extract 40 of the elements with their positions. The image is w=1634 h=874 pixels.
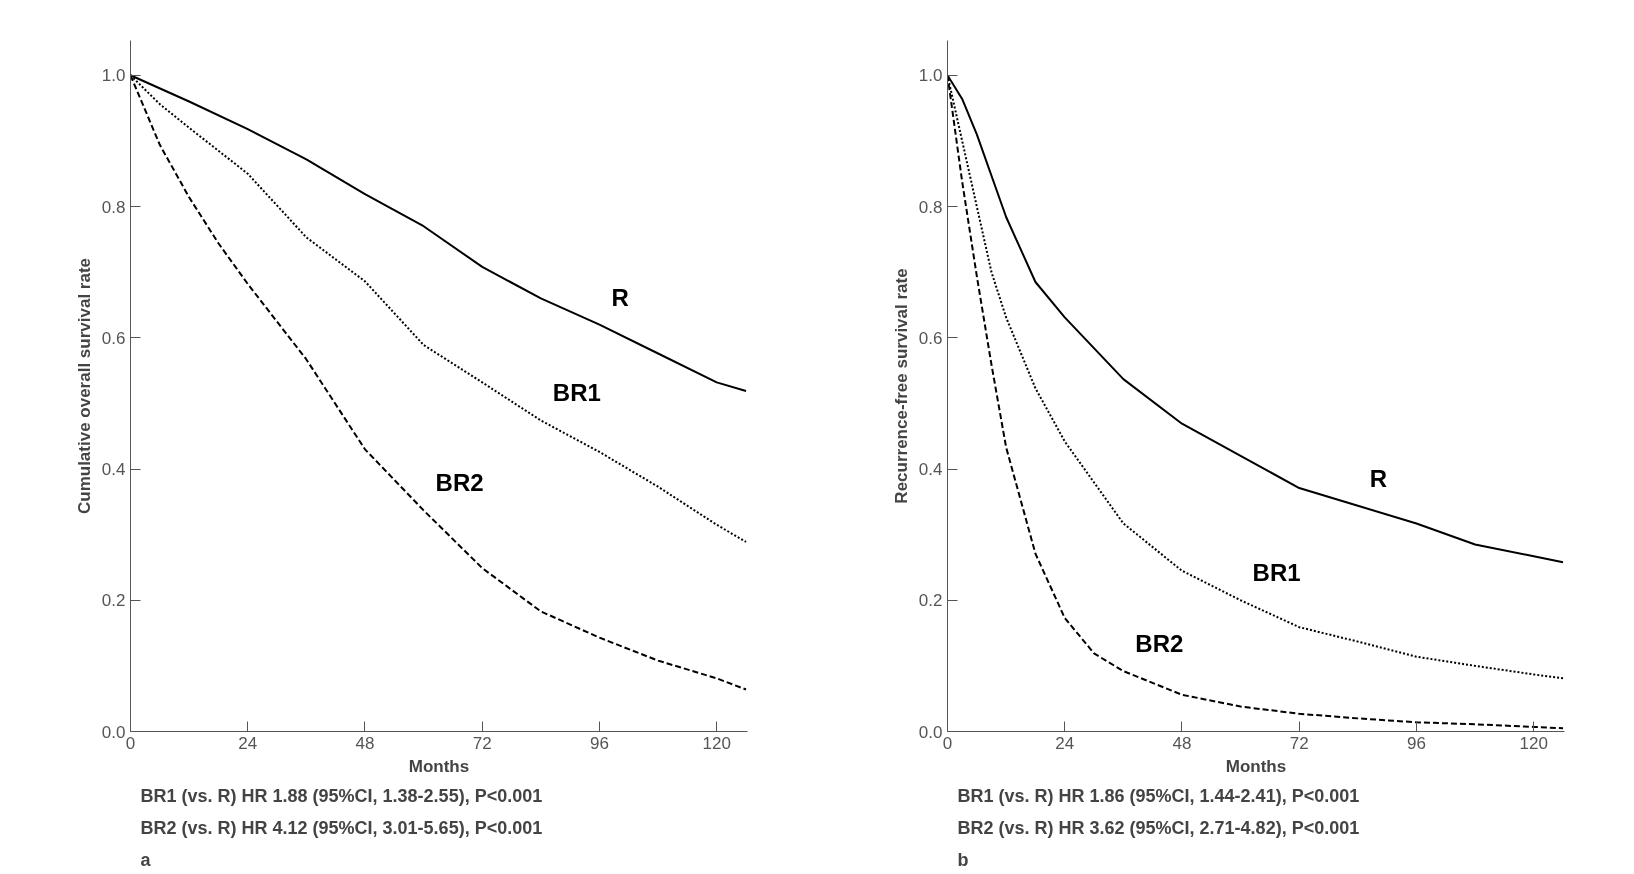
text: b — [957, 849, 969, 870]
y-tick-label: 1.0 — [918, 66, 943, 86]
x-tick-label: 96 — [1407, 733, 1426, 753]
y-tick-label: 0.6 — [918, 328, 943, 348]
x-tick-label: 48 — [1172, 733, 1192, 753]
x-tick-label: 24 — [238, 733, 258, 753]
x-tick-label: 0 — [942, 733, 953, 753]
y-tick-label: 0.2 — [101, 591, 126, 611]
text: BR2 (vs. R) HR 3.62 (95%CI, 2.71-4.82), P<0.001 — [957, 817, 1360, 838]
text: BR2 (vs. R) HR 4.12 (95%CI, 3.01-5.65), P<0.001 — [140, 817, 543, 838]
text: a — [140, 849, 152, 870]
y-tick-label: 0.4 — [101, 460, 126, 480]
text: BR1 (vs. R) HR 1.86 (95%CI, 1.44-2.41), P<0.001 — [957, 785, 1360, 806]
y-tick-label: 0.0 — [101, 722, 126, 742]
y-tick-label: 0.8 — [918, 197, 943, 217]
x-tick-label: 0 — [125, 733, 136, 753]
x-axis-title: Months — [408, 756, 470, 776]
series-label: BR1 — [1252, 559, 1301, 587]
series-label: BR2 — [435, 469, 484, 497]
series-label: BR1 — [552, 379, 601, 407]
text: BR1 (vs. R) HR 1.88 (95%CI, 1.38-2.55), P<0.001 — [140, 785, 543, 806]
y-axis-title: Cumulative overall survival rate — [74, 257, 94, 515]
x-axis-title: Months — [1225, 756, 1287, 776]
y-tick-label: 0.8 — [101, 197, 126, 217]
y-tick-label: 0.6 — [101, 328, 126, 348]
x-tick-label: 72 — [1289, 733, 1309, 753]
y-tick-label: 0.4 — [918, 460, 943, 480]
y-tick-label: 1.0 — [101, 66, 126, 86]
x-tick-label: 24 — [1055, 733, 1075, 753]
x-tick-label: 96 — [590, 733, 609, 753]
series-label: R — [1369, 464, 1388, 492]
x-tick-label: 72 — [472, 733, 492, 753]
x-tick-label: 48 — [355, 733, 375, 753]
x-tick-label: 120 — [702, 733, 731, 753]
x-tick-label: 120 — [1519, 733, 1548, 753]
y-tick-label: 0.0 — [918, 722, 943, 742]
y-axis-title: Recurrence-free survival rate — [891, 268, 911, 504]
y-tick-label: 0.2 — [918, 591, 943, 611]
series-label: R — [611, 283, 629, 311]
series-label: BR2 — [1135, 630, 1184, 658]
